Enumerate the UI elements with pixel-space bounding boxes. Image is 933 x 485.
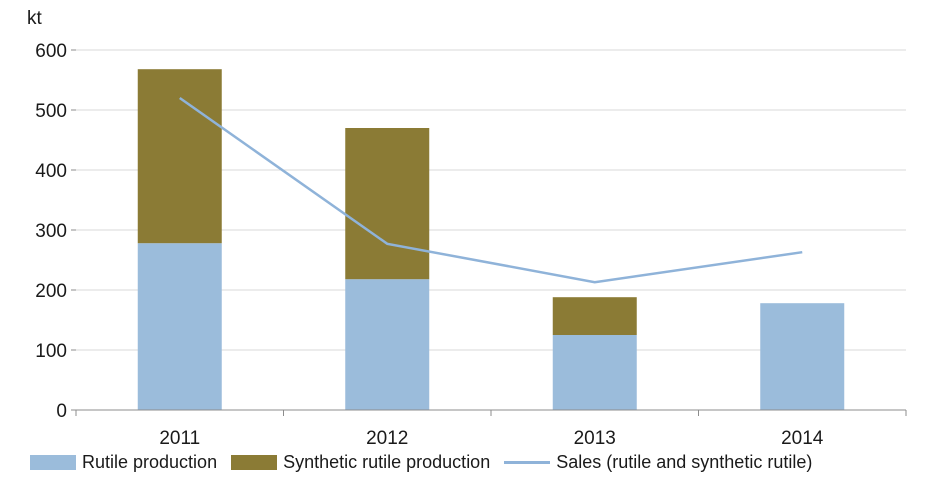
y-tick-labels: 0 100 200 300 400 500 600	[35, 41, 67, 422]
legend-swatch-synthetic	[231, 455, 278, 470]
bars	[137, 69, 845, 410]
y-tick-label-600: 600	[35, 41, 67, 62]
legend-item-rutile: Rutile production	[30, 452, 217, 473]
x-tick-label-2011: 2011	[159, 428, 200, 448]
bar-rutile-2012	[345, 279, 430, 410]
x-axis	[71, 49, 907, 416]
bar-synthetic-2013	[552, 297, 637, 335]
legend-item-synthetic: Synthetic rutile production	[231, 452, 490, 473]
x-tick-label-2012: 2012	[366, 428, 408, 448]
sales-line-group	[179, 96, 803, 284]
legend-swatch-sales	[504, 461, 551, 464]
legend-label-rutile: Rutile production	[82, 452, 218, 472]
legend-swatch-rutile	[30, 455, 76, 470]
y-tick-label-500: 500	[35, 101, 67, 122]
bar-rutile-2014	[760, 303, 845, 410]
y-tick-label-100: 100	[35, 341, 67, 362]
legend-label-synthetic: Synthetic rutile production	[283, 452, 491, 472]
x-tick-label-2013: 2013	[574, 428, 616, 448]
y-unit-label: kt	[27, 8, 43, 29]
legend: Rutile production Synthetic rutile produ…	[30, 452, 826, 473]
x-tick-labels: 2011 2012 2013 2014	[159, 428, 823, 448]
legend-label-sales: Sales (rutile and synthetic rutile)	[556, 452, 813, 472]
chart: kt 0 100 200 300 400 500 600 2011 2012 2013 2014	[27, 8, 907, 448]
bar-synthetic-2012	[345, 128, 430, 280]
y-tick-label-200: 200	[35, 281, 67, 302]
bar-rutile-2013	[552, 335, 637, 410]
y-tick-label-400: 400	[35, 161, 67, 182]
legend-item-sales: Sales (rutile and synthetic rutile)	[504, 452, 812, 473]
x-tick-label-2014: 2014	[781, 428, 824, 448]
y-tick-label-300: 300	[35, 221, 67, 242]
bar-synthetic-2011	[137, 69, 222, 244]
sales-line	[179, 96, 803, 284]
bar-rutile-2011	[137, 243, 222, 410]
y-tick-label-0: 0	[56, 401, 67, 422]
